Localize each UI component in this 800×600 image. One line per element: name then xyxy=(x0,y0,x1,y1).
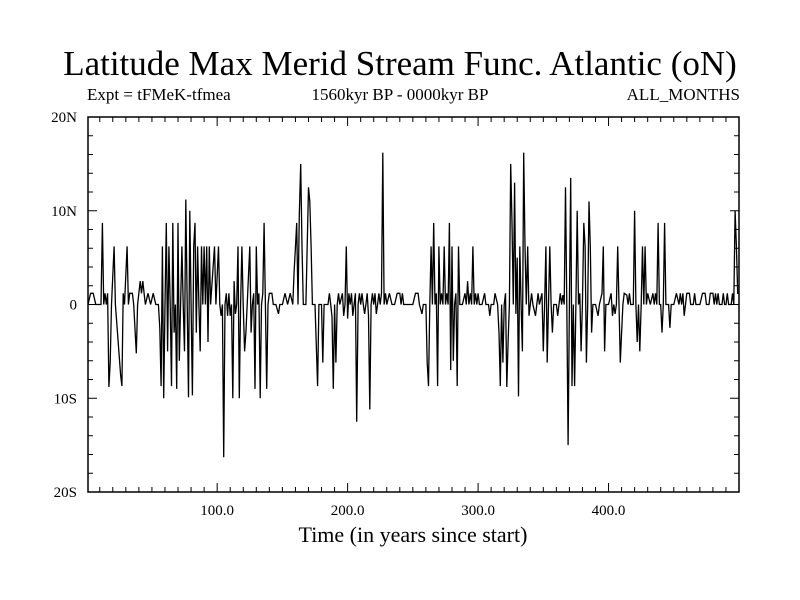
y-tick-label: 0 xyxy=(70,298,78,314)
x-tick-label: 100.0 xyxy=(200,503,234,519)
x-tick-label: 300.0 xyxy=(461,503,495,519)
y-tick-label: 20S xyxy=(54,485,77,501)
chart-title: Latitude Max Merid Stream Func. Atlantic… xyxy=(63,44,737,83)
tick-labels: 100.0 200.0 300.0 400.0 20N 10N 0 10S 20S xyxy=(51,110,625,519)
y-tick-label: 10N xyxy=(51,204,77,220)
months-label: ALL_MONTHS xyxy=(626,85,740,104)
x-axis-title: Time (in years since start) xyxy=(299,522,528,547)
series-line xyxy=(87,152,739,458)
time-range-label: 1560kyr BP - 0000kyr BP xyxy=(311,85,489,104)
experiment-label: Expt = tFMeK-tfmea xyxy=(87,85,231,104)
y-tick-label: 20N xyxy=(51,110,77,126)
x-tick-label: 200.0 xyxy=(331,503,365,519)
y-tick-label: 10S xyxy=(54,391,77,407)
plot-frame xyxy=(87,116,740,493)
x-tick-label: 400.0 xyxy=(592,503,626,519)
tick-marks xyxy=(88,117,739,492)
